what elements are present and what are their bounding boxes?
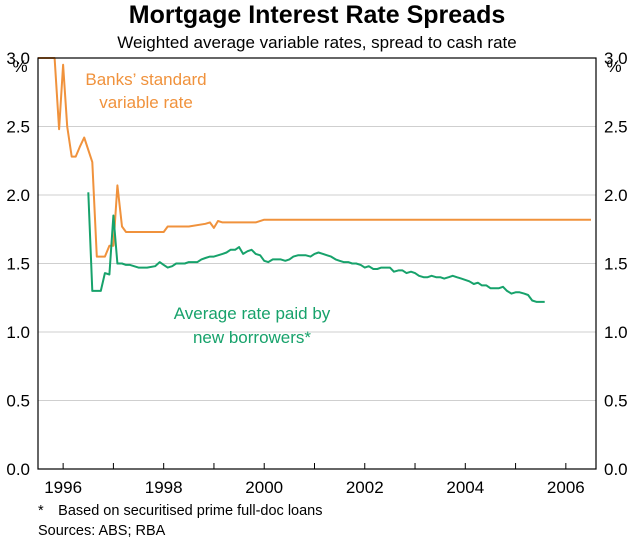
sources: Sources: ABS; RBA [38,523,166,539]
y-axis-unit-left: % [12,57,27,76]
y-tick-label-left: 1.5 [6,255,30,274]
series-line-1 [87,192,545,303]
y-tick-label-right: 1.0 [604,323,628,342]
chart-title: Mortgage Interest Rate Spreads [129,1,506,29]
x-tick-label: 1998 [145,478,183,497]
series-line-0 [38,57,591,258]
y-tick-label-left: 1.0 [6,323,30,342]
y-tick-label-right: 2.0 [604,186,628,205]
series-label-line: variable rate [99,93,193,112]
x-tick-labels: 1996 1998 2000 2002 2004 2006 [44,463,585,497]
x-tick-label: 2004 [446,478,484,497]
y-tick-labels: 3.0 3.0 2.5 2.5 2.0 2.0 1.5 1.5 1.0 1.0 0.5 0.5 0.0 0… [6,49,627,479]
y-tick-label-right: 0.0 [604,460,628,479]
series-layer [38,57,591,303]
x-tick-label: 2000 [245,478,283,497]
x-tick-label: 2006 [547,478,585,497]
y-tick-label-right: 1.5 [604,255,628,274]
y-tick-label-left: 3.0 [6,49,30,68]
y-tick-label-left: 2.5 [6,118,30,137]
y-tick-label-left: 0.0 [6,460,30,479]
y-axis-unit-right: % [606,57,621,76]
y-tick-label-right: 3.0 [604,49,628,68]
series-label-line: Banks’ standard [85,70,206,89]
series-label-standard-variable-rate: Banks’ standard variable rate [85,70,206,112]
y-tick-label-right: 2.5 [604,118,628,137]
footnote: * Based on securitised prime full-doc lo… [38,503,323,519]
series-label-line: new borrowers* [193,328,311,347]
series-label-new-borrowers: Average rate paid by new borrowers* [174,304,331,347]
plot-frame [37,57,597,470]
x-tick-label: 2002 [346,478,384,497]
series-label-line: Average rate paid by [174,304,331,323]
chart-subtitle: Weighted average variable rates, spread … [117,33,516,52]
y-tick-label-left: 0.5 [6,392,30,411]
y-tick-label-right: 0.5 [604,392,628,411]
y-tick-label-left: 2.0 [6,186,30,205]
x-tick-label: 1996 [44,478,82,497]
